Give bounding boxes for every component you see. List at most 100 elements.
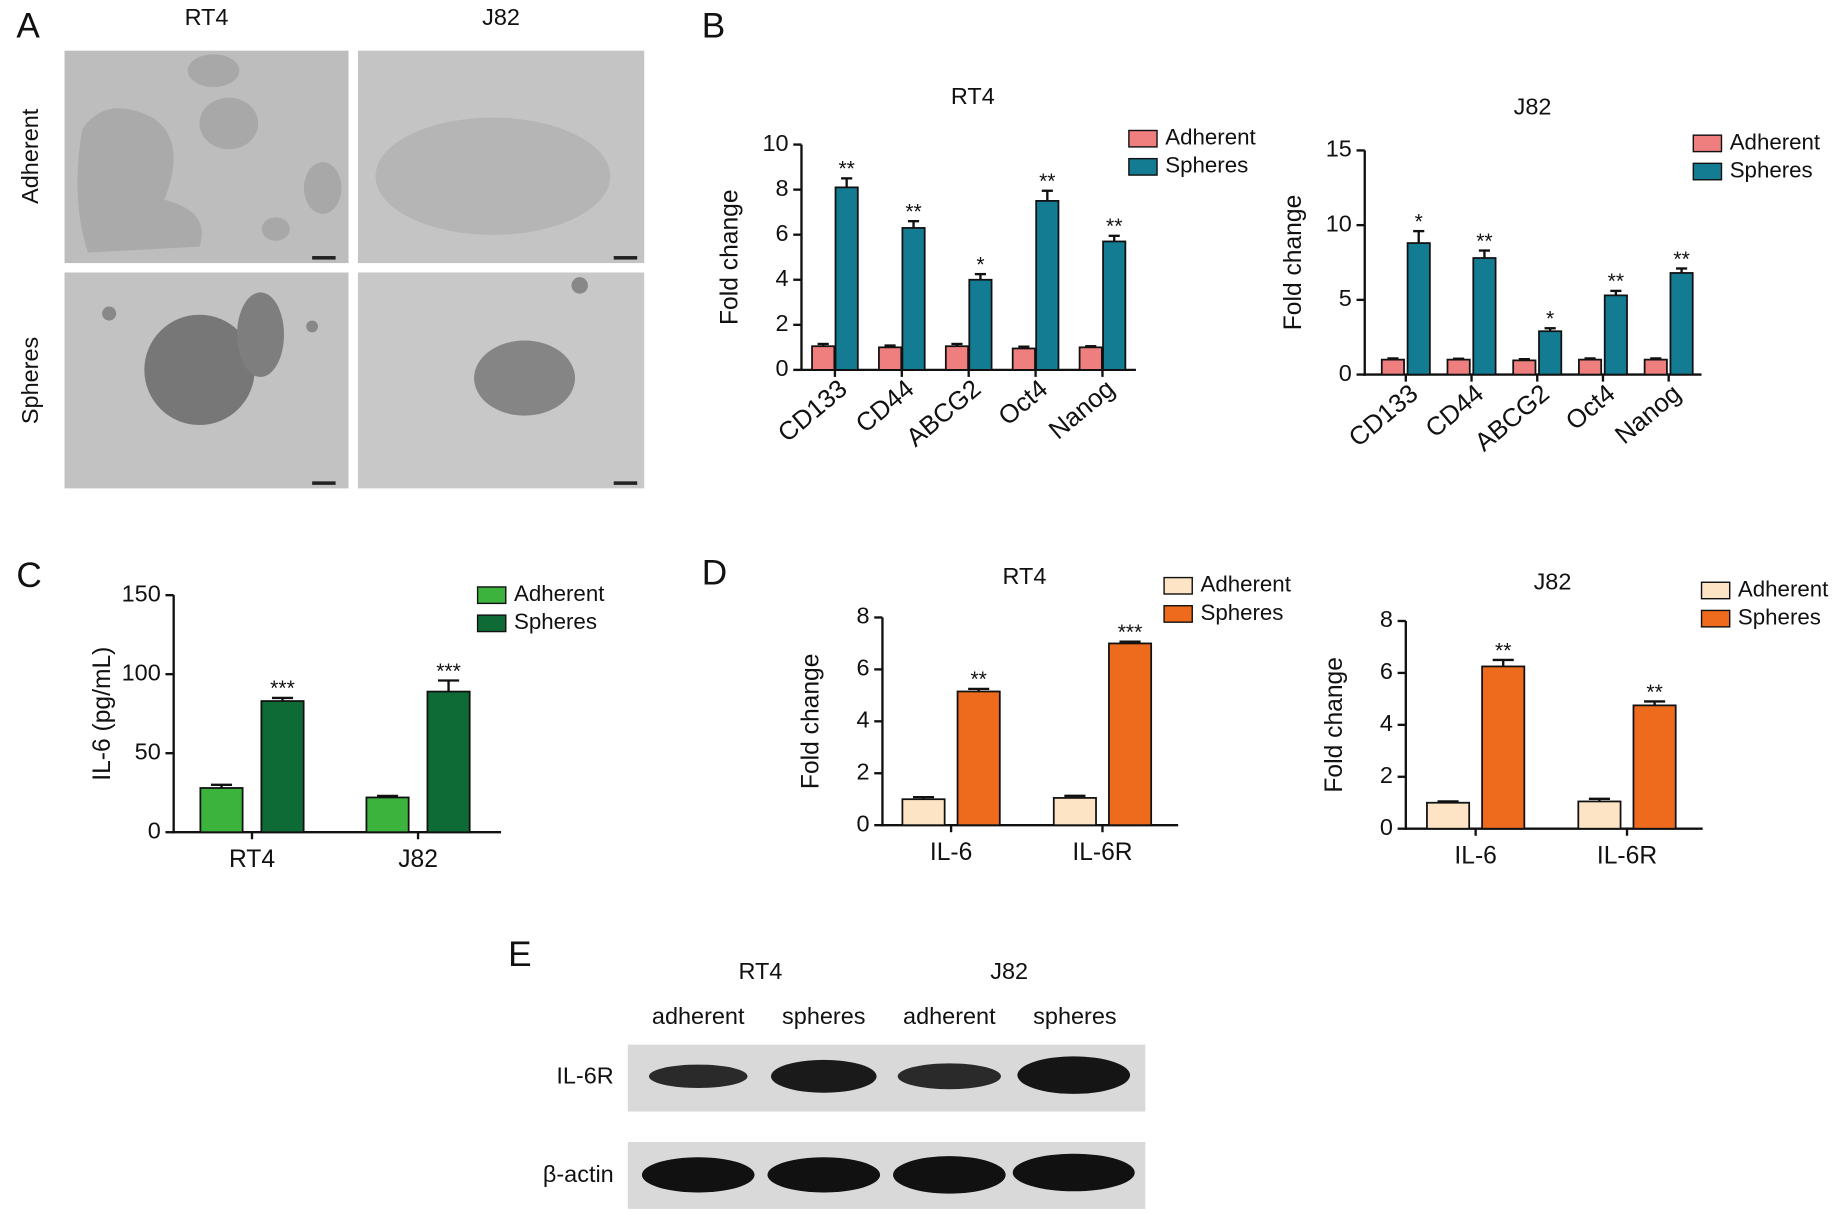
x-tick-label: Nanog [1610,379,1686,449]
blot-lane: spheres [1033,1003,1116,1029]
bar [901,227,926,371]
micrograph-column: RT4 [185,4,229,30]
significance: *** [1118,621,1143,644]
blot-lane: adherent [652,1003,745,1029]
y-tick-label: 2 [856,758,869,784]
y-tick-label: 15 [1326,136,1352,162]
chart-title: RT4 [951,83,995,109]
bar [1108,642,1153,827]
y-tick-label: 0 [1380,814,1393,840]
y-axis-label: Fold change [798,654,825,790]
y-tick-label: 8 [1380,606,1393,632]
bar [1380,358,1405,376]
significance: * [976,253,984,276]
legend-label: Spheres [1200,600,1283,625]
bar [901,798,946,827]
bar [1078,346,1103,371]
y-tick-label: 100 [122,659,161,685]
significance: ** [1673,248,1689,271]
x-tick-label: ABCG2 [901,375,986,453]
panel-label: A [16,7,40,46]
x-tick-label: IL-6 [930,839,972,866]
y-tick-label: 2 [1380,762,1393,788]
y-tick-label: 0 [1339,360,1352,386]
legend-label: Adherent [1730,129,1821,154]
y-tick-label: 4 [1380,710,1393,736]
significance: ** [1039,170,1055,193]
x-tick-label: Nanog [1044,375,1120,445]
y-axis-label: Fold change [1280,195,1307,331]
significance: *** [270,677,295,700]
micrograph-column: J82 [482,4,520,30]
bar [1512,359,1537,376]
significance: *** [436,660,461,683]
legend-label: Spheres [1165,153,1248,178]
blot-group: RT4 [738,958,782,984]
bar [878,346,903,371]
blot-lane: adherent [903,1003,996,1029]
bar [1603,294,1628,376]
y-tick-label: 8 [776,175,789,201]
y-tick-label: 50 [135,738,161,764]
x-tick-label: IL-6R [1597,842,1657,869]
micrograph-row: Spheres [17,337,43,424]
significance: * [1415,210,1423,233]
chart-title: J82 [1534,569,1572,595]
legend-swatch [1128,157,1158,176]
x-tick-label: J82 [398,846,438,873]
y-tick-label: 0 [856,810,869,836]
y-tick-label: 6 [856,655,869,681]
bar [811,345,836,371]
bar [1446,358,1471,376]
x-tick-label: IL-6R [1072,839,1132,866]
significance: ** [970,668,986,691]
bar [1643,358,1668,376]
y-tick-label: 150 [122,580,161,606]
bar [1578,358,1603,376]
legend-swatch [1128,129,1158,148]
blot-lane: spheres [782,1003,865,1029]
legend-label: Adherent [1200,572,1291,597]
legend-label: Spheres [514,609,597,634]
legend-swatch [1692,162,1723,181]
bar [1472,257,1497,376]
y-tick-label: 4 [856,707,869,733]
blot-group: J82 [990,958,1028,984]
bar [1577,800,1622,830]
blot-row: β-actin [543,1161,614,1187]
blot-row: IL-6R [556,1063,613,1089]
legend-label: Adherent [514,581,605,606]
legend-swatch [1163,605,1193,623]
panel-label: E [508,935,531,974]
panel-label: C [16,556,41,595]
bar [1426,801,1471,830]
legend-label: Adherent [1738,576,1829,601]
bar [1102,240,1127,371]
bar [1669,272,1694,376]
bar [834,186,859,371]
bar [260,700,305,834]
y-tick-label: 6 [1380,658,1393,684]
legend-swatch [476,586,507,605]
legend-label: Adherent [1165,125,1256,150]
legend-swatch [1700,581,1731,600]
y-tick-label: 8 [856,603,869,629]
bar [1406,242,1431,376]
legend-swatch [1163,576,1193,595]
y-tick-label: 0 [148,817,161,843]
bar [968,278,993,371]
x-tick-label: IL-6 [1454,842,1496,869]
bar [365,796,410,834]
y-tick-label: 4 [776,265,789,291]
significance: * [1546,308,1554,331]
y-tick-label: 2 [776,310,789,336]
y-tick-label: 10 [1326,210,1352,236]
significance: ** [1608,270,1624,293]
bar [1481,665,1526,830]
chart-title: RT4 [1002,563,1046,589]
chart-title: J82 [1514,93,1552,119]
legend-label: Spheres [1738,605,1821,630]
y-axis-label: IL-6 (pg/mL) [89,647,116,781]
